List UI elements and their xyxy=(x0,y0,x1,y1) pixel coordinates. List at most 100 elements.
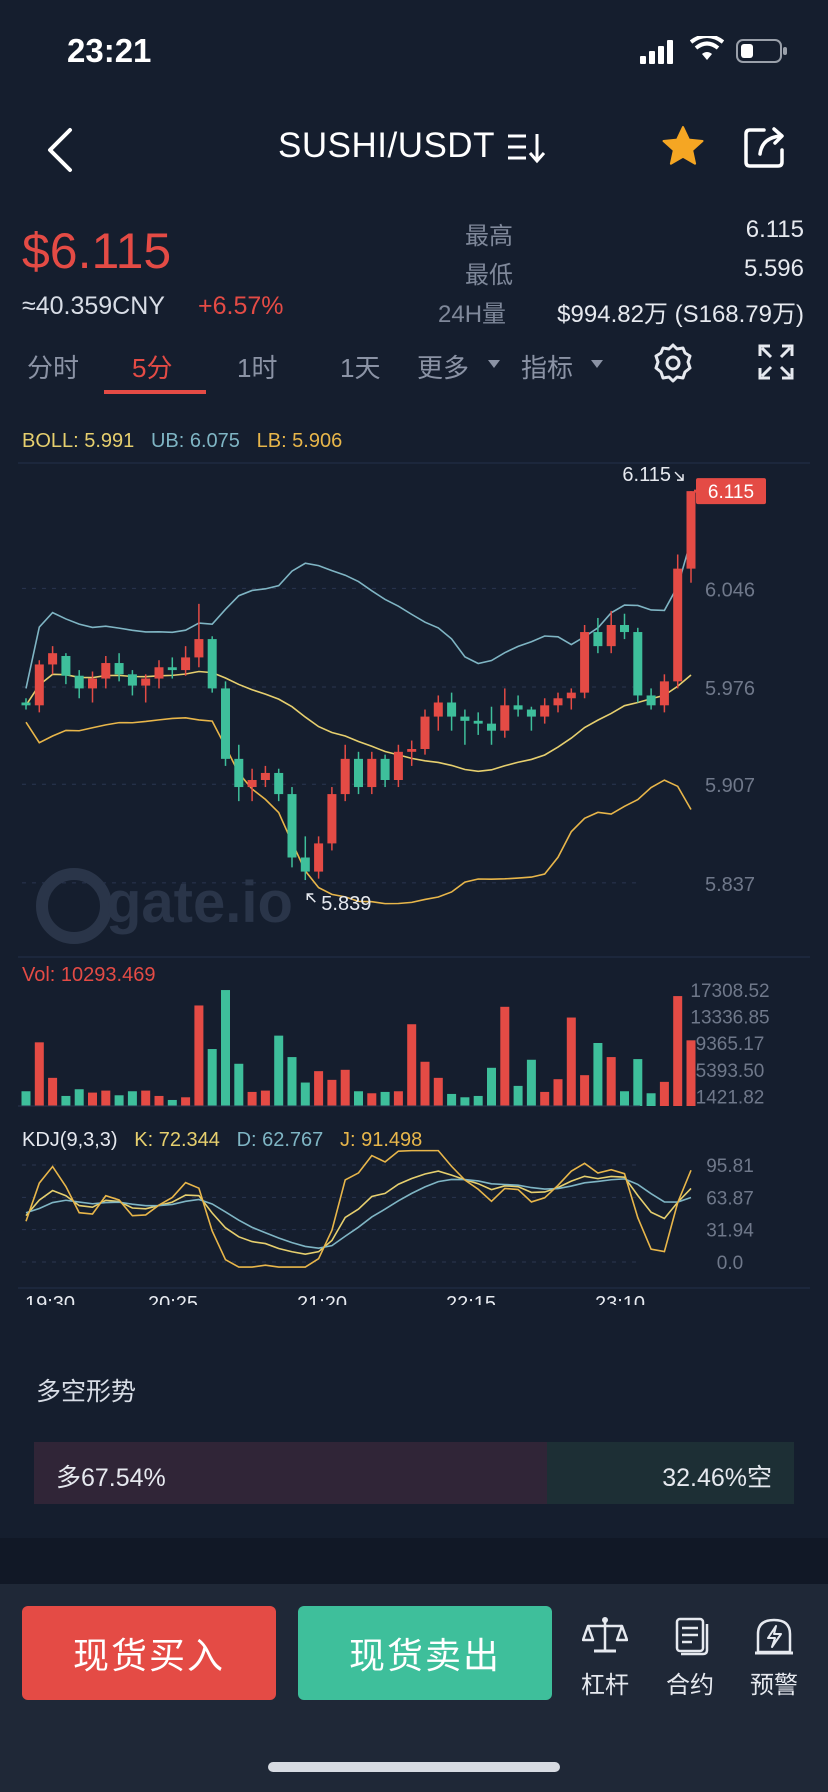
candlestick-chart[interactable]: 6.046 5.976 5.907 5.837 gate.io 6.115 5.839 6.1… xyxy=(0,455,828,1305)
volume-bar xyxy=(566,1017,576,1106)
volume-legend: Vol: 10293.469 xyxy=(22,964,156,986)
volume-bar xyxy=(500,1006,510,1106)
short-segment: 32.46%空 xyxy=(547,1442,794,1504)
low-price-marker: 5.839 xyxy=(321,893,371,915)
gate-logo-watermark xyxy=(36,868,112,944)
contract-tool[interactable]: 合约 xyxy=(655,1616,725,1700)
margin-tool[interactable]: 杠杆 xyxy=(570,1616,640,1700)
candle-body xyxy=(74,675,84,689)
volume-bar xyxy=(686,1040,696,1106)
volume-tick-label: 13336.85 xyxy=(690,1008,769,1029)
kdj-tick-label: 31.94 xyxy=(706,1221,754,1242)
alert-icon xyxy=(755,1618,793,1655)
price-tick-label: 5.976 xyxy=(705,678,755,700)
share-icon[interactable] xyxy=(742,124,788,170)
volume-bar xyxy=(207,1049,217,1106)
candle-body xyxy=(247,780,257,788)
candle-body xyxy=(340,758,350,795)
long-segment: 多67.54% xyxy=(34,1442,548,1504)
candle-body xyxy=(500,705,510,731)
candle-body xyxy=(221,688,230,759)
candle-body xyxy=(606,625,616,647)
volume-24h-label: 24H量 xyxy=(438,301,507,328)
gear-icon[interactable] xyxy=(652,342,694,384)
volume-bar xyxy=(181,1097,191,1106)
fullscreen-icon[interactable] xyxy=(758,344,794,380)
volume-bar xyxy=(420,1061,430,1106)
candle-body xyxy=(407,749,417,752)
volume-bar xyxy=(327,1079,337,1106)
candle-body xyxy=(21,702,31,706)
active-tab-underline xyxy=(104,390,206,394)
tab-5min[interactable]: 5分 xyxy=(132,353,173,383)
candle-body xyxy=(300,857,310,872)
candle-body xyxy=(633,632,643,696)
cny-price: ≈40.359CNY xyxy=(22,292,165,320)
switch-pair-icon[interactable] xyxy=(506,130,546,166)
boll-ub-label: UB: 6.075 xyxy=(150,430,240,452)
volume-bar xyxy=(300,1082,310,1106)
contract-label: 合约 xyxy=(666,1672,714,1699)
time-tick-label: 22:15 xyxy=(446,1293,496,1305)
volume-bar xyxy=(380,1091,390,1106)
nav-bar: SUSHI/USDT xyxy=(0,100,828,200)
alert-tool[interactable]: 预警 xyxy=(739,1616,809,1700)
gate-watermark-text: gate.io xyxy=(106,870,293,935)
signal-icon xyxy=(640,40,673,64)
candle-body xyxy=(447,702,457,717)
volume-bar xyxy=(21,1091,31,1106)
time-tick-label: 21:20 xyxy=(297,1293,347,1305)
spot-sell-button[interactable]: 现货卖出 xyxy=(298,1606,552,1700)
candle-body xyxy=(513,705,523,710)
section-divider xyxy=(0,1538,828,1584)
candle-body xyxy=(167,667,177,671)
kdj-d-line xyxy=(25,1178,692,1249)
candle-body xyxy=(380,758,390,780)
volume-bar xyxy=(354,1091,363,1106)
volume-bar xyxy=(127,1091,137,1106)
candle-body xyxy=(473,720,483,724)
boll-legend: BOLL: 5.991 UB: 6.075 LB: 5.906 xyxy=(22,430,342,453)
candle-body xyxy=(526,709,536,717)
spot-buy-button[interactable]: 现货买入 xyxy=(22,1606,276,1700)
volume-bar xyxy=(433,1077,443,1106)
candle-body xyxy=(460,716,470,721)
volume-bar xyxy=(606,1057,616,1106)
candle-body xyxy=(101,663,111,679)
long-short-title: 多空形势 xyxy=(36,1378,137,1406)
long-short-bar: 多67.54% 32.46%空 xyxy=(34,1442,794,1504)
candle-body xyxy=(659,681,669,706)
candle-body xyxy=(580,632,590,693)
volume-bar xyxy=(167,1099,177,1106)
bottom-action-bar: 现货买入 现货卖出 杠杆 合约 xyxy=(0,1584,828,1792)
kdj-tick-label: 63.87 xyxy=(706,1188,754,1209)
kdj-k-label: K: 72.344 xyxy=(134,1129,220,1151)
kdj-tick-label: 0.0 xyxy=(717,1253,743,1274)
candle-body xyxy=(314,843,324,872)
tab-1day[interactable]: 1天 xyxy=(340,353,381,383)
tab-more[interactable]: 更多 xyxy=(417,353,470,383)
candle-body xyxy=(566,692,576,699)
volume-bar xyxy=(287,1057,297,1106)
tab-indicators[interactable]: 指标 xyxy=(521,353,574,383)
volume-bar xyxy=(74,1089,84,1106)
scale-icon xyxy=(581,1617,629,1653)
tab-time-share[interactable]: 分时 xyxy=(27,353,80,383)
back-arrow-icon[interactable] xyxy=(40,122,90,178)
pair-title[interactable]: SUSHI/USDT xyxy=(278,126,495,165)
volume-bar xyxy=(260,1090,270,1106)
volume-bar xyxy=(101,1090,111,1106)
candle-body xyxy=(553,698,563,706)
volume-bar xyxy=(141,1090,151,1106)
volume-bar xyxy=(673,996,683,1106)
candle-body xyxy=(141,678,151,686)
price-tick-label: 6.046 xyxy=(705,579,755,601)
volume-bar xyxy=(340,1069,350,1106)
candle-body xyxy=(686,491,696,569)
volume-bar xyxy=(48,1077,58,1106)
time-tick-label: 23:10 xyxy=(595,1293,645,1305)
favorite-star-icon[interactable] xyxy=(660,124,706,170)
volume-tick-label: 1421.82 xyxy=(696,1087,765,1108)
tab-1hour[interactable]: 1时 xyxy=(237,353,278,383)
volume-bar xyxy=(88,1092,97,1106)
